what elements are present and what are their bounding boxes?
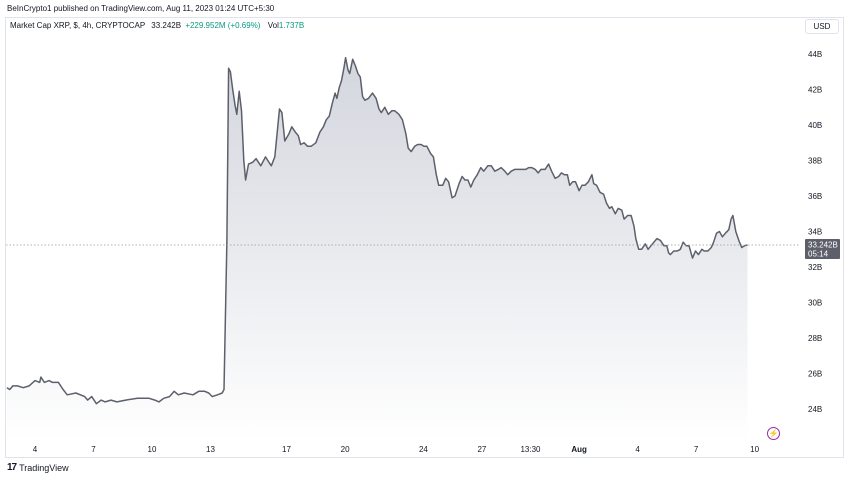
x-tick-label: 7 bbox=[694, 445, 699, 454]
last-price-tag: 33.242B 05:14 bbox=[6, 239, 840, 259]
last-price-tag-countdown: 05:14 bbox=[808, 250, 829, 259]
lightning-icon[interactable]: ⚡ bbox=[767, 427, 780, 440]
x-tick-label: 4 bbox=[635, 445, 640, 454]
y-tick-label: 30B bbox=[808, 299, 822, 308]
currency-button[interactable]: USD bbox=[805, 19, 839, 34]
x-axis[interactable]: 4 7 10 13 17 20 24 27 13:30 Aug 4 7 10 bbox=[33, 445, 760, 454]
y-tick-label: 42B bbox=[808, 86, 822, 95]
y-tick-label: 44B bbox=[808, 50, 822, 59]
y-tick-label: 32B bbox=[808, 263, 822, 272]
y-tick-label: 34B bbox=[808, 228, 822, 237]
symbol-label[interactable]: Market Cap XRP, $, 4h, CRYPTOCAP bbox=[10, 21, 146, 30]
x-tick-label: 13:30 bbox=[520, 445, 541, 454]
y-tick-label: 26B bbox=[808, 370, 822, 379]
volume-value: 1.737B bbox=[278, 21, 305, 30]
footer-brand[interactable]: 17 TradingView bbox=[7, 462, 69, 473]
x-tick-label: 17 bbox=[282, 445, 291, 454]
x-tick-label: 20 bbox=[341, 445, 350, 454]
area-fill-layer bbox=[6, 57, 748, 440]
y-tick-label: 36B bbox=[808, 192, 822, 201]
y-tick-label: 24B bbox=[808, 405, 822, 414]
y-tick-label: 28B bbox=[808, 334, 822, 343]
area-fill bbox=[6, 57, 748, 440]
price-line-layer bbox=[6, 56, 748, 405]
change-label: +229.952M (+0.69%) bbox=[185, 21, 261, 30]
chart-legend[interactable]: Market Cap XRP, $, 4h, CRYPTOCAP 33.242B… bbox=[10, 21, 304, 30]
x-tick-label: 4 bbox=[33, 445, 38, 454]
volume-label: Vol bbox=[267, 21, 279, 30]
x-tick-label: 10 bbox=[148, 445, 157, 454]
y-tick-label: 40B bbox=[808, 121, 822, 130]
publish-info: BeInCrypto1 published on TradingView.com… bbox=[7, 4, 275, 13]
last-value-label: 33.242B bbox=[151, 21, 182, 30]
y-axis[interactable]: 24B 26B 28B 30B 32B 34B 36B 38B 40B 42B 44B bbox=[808, 50, 822, 414]
x-tick-label: 7 bbox=[91, 445, 96, 454]
x-tick-label: 10 bbox=[750, 445, 759, 454]
tradingview-logo-icon: 17 bbox=[7, 462, 17, 473]
chart-frame bbox=[5, 17, 844, 458]
last-price-tag-bg bbox=[805, 239, 840, 259]
y-tick-label: 38B bbox=[808, 157, 822, 166]
x-tick-label: 27 bbox=[477, 445, 486, 454]
x-tick-label: 24 bbox=[419, 445, 428, 454]
last-price-tag-value: 33.242B bbox=[808, 241, 838, 250]
x-tick-label: Aug bbox=[571, 445, 587, 454]
price-line bbox=[6, 56, 748, 405]
footer-brand-label: TradingView bbox=[19, 462, 69, 473]
x-tick-label: 13 bbox=[206, 445, 215, 454]
